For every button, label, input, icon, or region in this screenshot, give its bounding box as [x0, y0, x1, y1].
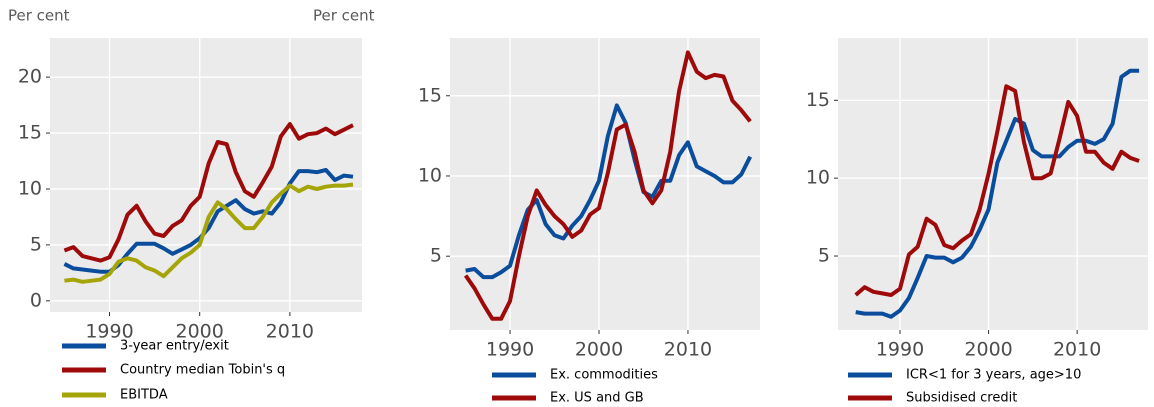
x-tick-label: 1990 [486, 339, 534, 361]
x-tick-label: 2000 [176, 321, 224, 343]
legend-label: ICR<1 for 3 years, age>10 [906, 368, 1081, 383]
x-tick-label: 2010 [664, 339, 712, 361]
x-tick-label: 2000 [964, 339, 1012, 361]
y-tick-label: 10 [18, 177, 42, 199]
x-tick-label: 1990 [876, 339, 924, 361]
legend-label: EBITDA [120, 388, 168, 403]
legend-label: Subsidised credit [906, 391, 1017, 406]
legend-label: Ex. US and GB [550, 391, 644, 406]
x-tick-label: 2010 [266, 321, 314, 343]
y-tick-label: 10 [418, 164, 442, 186]
legend-label: Country median Tobin's q [120, 363, 285, 378]
y-tick-label: 0 [30, 289, 42, 311]
x-tick-label: 1990 [85, 321, 133, 343]
x-tick-label: 2000 [575, 339, 623, 361]
legend-label: 3-year entry/exit [120, 339, 229, 354]
y-tick-label: 15 [806, 89, 830, 111]
data-line [63, 122, 354, 263]
data-line [463, 50, 752, 321]
y-tick-label: 10 [806, 167, 830, 189]
y-tick-label: 20 [18, 66, 42, 88]
data-line [465, 103, 752, 280]
legend-label: Ex. commodities [550, 368, 658, 383]
data-line [64, 182, 354, 284]
y-tick-label: 15 [18, 122, 42, 144]
data-line [855, 68, 1140, 319]
y-tick-label: 5 [818, 245, 830, 267]
y-axis-unit: Per cent [313, 7, 375, 25]
y-tick-label: 5 [30, 233, 42, 255]
y-axis-unit: Per cent [8, 7, 70, 25]
x-tick-label: 2010 [1053, 339, 1101, 361]
y-tick-label: 15 [418, 84, 442, 106]
y-tick-label: 5 [430, 245, 442, 267]
data-line [854, 84, 1140, 297]
